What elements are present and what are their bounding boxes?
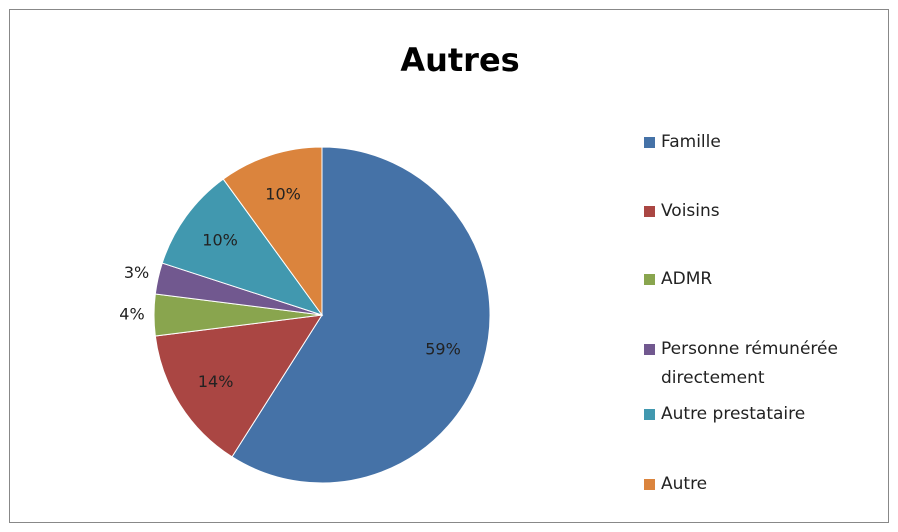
- legend-swatch: [644, 274, 655, 285]
- legend-swatch: [644, 409, 655, 420]
- legend-label: Voisins: [661, 201, 720, 221]
- legend-swatch: [644, 344, 655, 355]
- legend-item: ADMR: [644, 265, 894, 294]
- legend-label: Autre prestataire: [661, 404, 806, 424]
- legend-item: Autre prestataire: [644, 400, 894, 429]
- legend-label: Personne rémunérée directement: [661, 339, 838, 388]
- legend-swatch: [644, 479, 655, 490]
- data-label: 10%: [265, 185, 301, 204]
- legend-item: Voisins: [644, 197, 894, 226]
- legend-item: Personne rémunérée directement: [644, 335, 894, 393]
- legend-item: Famille: [644, 128, 894, 157]
- pie-slice: [231, 146, 491, 484]
- legend-label: Famille: [661, 132, 721, 152]
- legend-swatch: [644, 206, 655, 217]
- pie-slice: [222, 146, 323, 317]
- pie-slice: [161, 178, 324, 316]
- data-label: 14%: [198, 372, 234, 391]
- data-label: 3%: [124, 263, 149, 282]
- data-label: 4%: [119, 305, 144, 324]
- data-label: 10%: [202, 230, 238, 249]
- pie-slice: [154, 314, 323, 458]
- legend-label: Autre: [661, 474, 708, 494]
- data-label: 59%: [425, 340, 461, 359]
- legend-label: ADMR: [661, 269, 713, 289]
- chart-title: Autres: [400, 41, 519, 79]
- legend-swatch: [644, 137, 655, 148]
- legend-item: Autre: [644, 470, 894, 499]
